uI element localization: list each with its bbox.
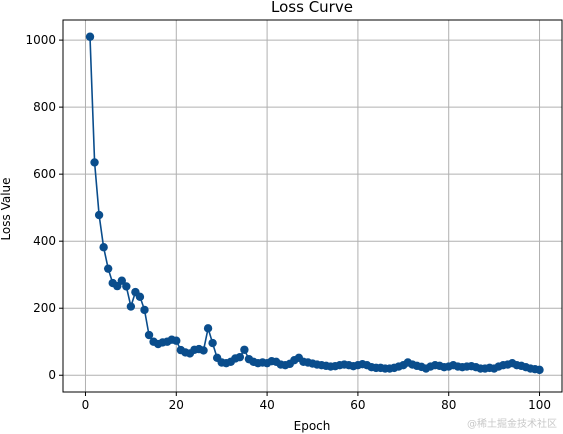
data-point [535,365,544,375]
grid-lines [63,20,562,392]
y-tick-label: 0 [48,368,56,382]
x-axis-ticks: 0 20 40 60 80 100 [82,392,551,412]
y-axis-ticks: 0 200 400 600 800 1000 [25,33,63,382]
data-point [199,346,208,355]
data-point [99,243,108,252]
x-tick-label: 40 [259,398,274,412]
x-tick-label: 20 [169,398,184,412]
data-point [140,305,149,315]
series-points [85,32,544,375]
data-point [122,282,131,291]
chart-title: Loss Curve [271,0,353,16]
data-point [240,345,249,354]
data-point [117,276,126,285]
x-tick-label: 0 [82,398,90,412]
data-point [94,210,104,220]
data-point [103,264,113,273]
y-tick-label: 800 [33,100,56,114]
data-point [85,32,95,41]
watermark: @稀土掘金技术社区 [467,419,557,430]
y-tick-label: 200 [33,301,56,315]
data-point [126,302,136,311]
x-tick-label: 60 [350,398,365,412]
x-axis-label: Epoch [294,419,331,433]
data-point [144,330,154,340]
y-tick-label: 400 [33,234,56,248]
data-point [172,336,181,345]
data-point [135,292,145,302]
plot-frame [62,19,563,393]
data-point [203,324,213,333]
x-tick-label: 100 [528,398,551,412]
x-tick-label: 80 [441,398,456,412]
data-point [235,352,245,362]
y-axis-label: Loss Value [0,177,13,240]
y-tick-label: 1000 [25,33,56,47]
series-line [89,36,540,371]
data-point [90,158,99,167]
data-point [208,338,217,348]
y-tick-label: 600 [33,167,56,181]
loss-line [89,36,540,371]
